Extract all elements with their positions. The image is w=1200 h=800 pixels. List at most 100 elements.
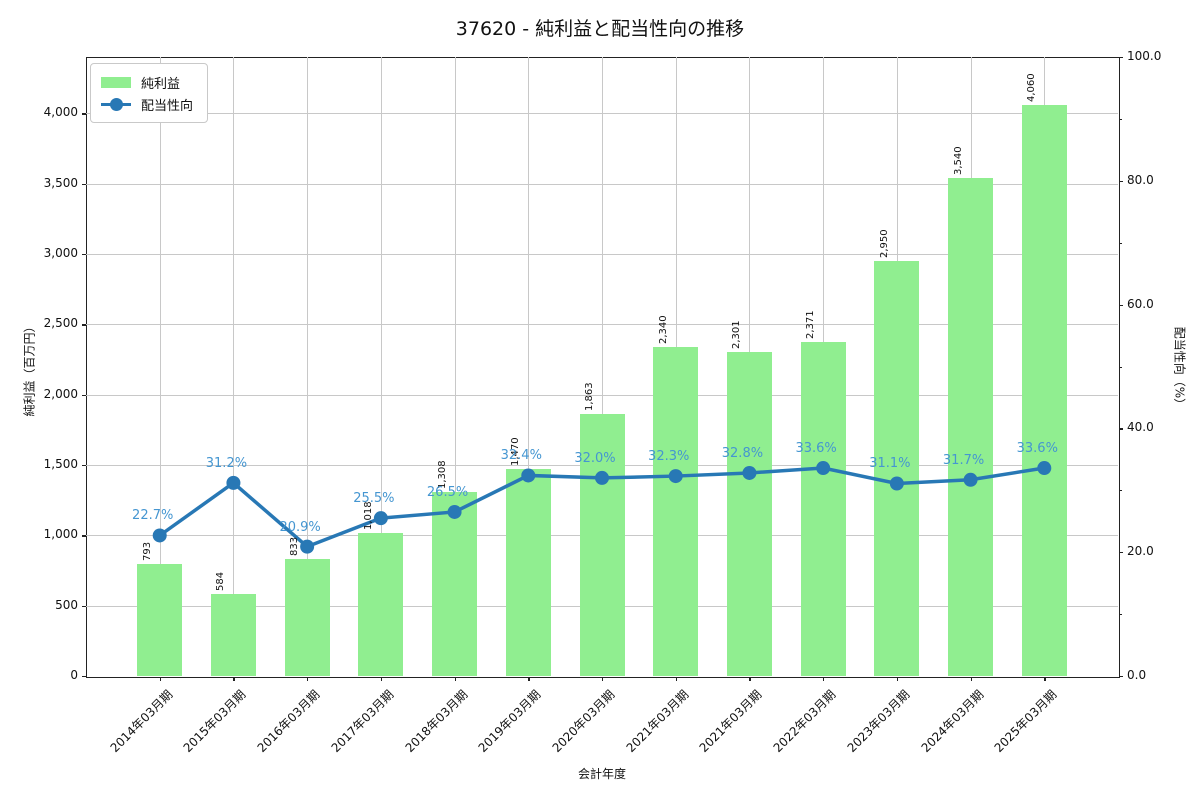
line-marker-swatch-icon — [101, 97, 131, 111]
payout-ratio-label: 22.7% — [132, 508, 174, 524]
left-tick-label: 2,500 — [43, 316, 78, 331]
right-tick — [1119, 57, 1123, 59]
bar-value-label: 2,950 — [878, 229, 890, 258]
x-tick — [528, 677, 530, 681]
legend-item-payout-ratio: 配当性向 — [101, 93, 193, 115]
left-tick — [82, 535, 86, 537]
left-tick-label: 1,000 — [43, 527, 78, 542]
payout-ratio-label: 33.6% — [1016, 441, 1058, 457]
payout-ratio-label: 31.1% — [869, 456, 911, 472]
payout-ratio-label: 33.6% — [795, 441, 837, 457]
net-income-bar — [800, 342, 846, 676]
x-tick — [675, 677, 677, 681]
x-tick — [233, 677, 235, 681]
left-axis-title: 純利益（百万円） — [22, 320, 37, 417]
payout-ratio-label: 31.2% — [205, 455, 248, 471]
net-income-bar — [653, 346, 699, 676]
bar-value-label: 584 — [215, 571, 227, 591]
right-tick-label: 0.0 — [1127, 668, 1147, 682]
left-tick — [82, 676, 86, 678]
left-tick-label: 0 — [70, 668, 78, 682]
left-tick — [82, 113, 86, 115]
left-tick-label: 3,000 — [43, 245, 78, 260]
left-tick — [82, 394, 86, 396]
bar-value-label: 2,340 — [657, 315, 669, 344]
payout-ratio-label: 32.8% — [721, 445, 764, 461]
right-tick — [1119, 304, 1123, 306]
payout-ratio-label: 31.7% — [942, 452, 985, 468]
legend-item-net-income: 純利益 — [101, 71, 193, 93]
right-tick-label: 60.0 — [1127, 296, 1154, 311]
v-gridline — [454, 57, 456, 676]
right-tick — [1119, 552, 1123, 554]
left-tick-label: 3,500 — [43, 175, 78, 190]
bar-value-label: 793 — [141, 542, 153, 562]
right-tick — [1119, 180, 1123, 183]
right-tick-label: 20.0 — [1127, 544, 1154, 559]
right-tick-label: 100.0 — [1127, 49, 1162, 63]
left-tick-label: 1,500 — [43, 456, 78, 471]
x-axis-title: 会計年度 — [577, 767, 626, 781]
left-tick-label: 2,000 — [43, 386, 78, 401]
left-tick — [82, 324, 86, 326]
bar-value-label: 2,371 — [805, 310, 817, 340]
x-tick — [749, 677, 751, 681]
net-income-bar — [358, 532, 404, 676]
x-tick — [307, 677, 309, 681]
net-income-bar — [505, 469, 551, 676]
v-gridline — [602, 57, 603, 676]
net-income-bar — [210, 593, 256, 676]
left-tick — [82, 605, 86, 607]
v-gridline — [159, 57, 161, 676]
v-gridline — [380, 57, 382, 676]
net-income-bar — [432, 491, 478, 676]
left-tick — [82, 183, 86, 185]
right-minor-tick — [1119, 490, 1122, 492]
v-gridline — [307, 57, 309, 676]
right-axis-title: 配当性向（%） — [1172, 326, 1187, 411]
payout-ratio-label: 20.9% — [279, 519, 321, 535]
v-gridline — [233, 57, 235, 676]
left-tick-label: 4,000 — [43, 105, 78, 120]
left-tick-label: 500 — [55, 597, 78, 612]
bar-value-label: 1,863 — [584, 382, 595, 411]
left-tick — [82, 253, 86, 256]
left-tick — [82, 464, 86, 467]
net-income-bar — [137, 564, 183, 676]
bar-swatch-icon — [101, 76, 131, 88]
payout-ratio-label: 32.4% — [500, 448, 542, 464]
right-minor-tick — [1119, 366, 1122, 368]
payout-ratio-label: 32.0% — [574, 450, 616, 466]
right-tick-label: 40.0 — [1127, 420, 1154, 435]
net-income-bar — [1021, 104, 1067, 676]
net-income-bar — [284, 558, 330, 676]
x-tick — [970, 677, 972, 681]
x-tick — [454, 677, 456, 681]
x-tick — [896, 677, 899, 681]
x-tick — [823, 677, 825, 681]
bar-value-label: 833 — [289, 536, 301, 556]
x-tick — [380, 677, 383, 681]
bar-value-label: 2,301 — [731, 320, 743, 350]
net-income-bar — [948, 177, 994, 676]
bar-value-label: 4,060 — [1026, 73, 1038, 102]
legend: 純利益 配当性向 — [90, 63, 209, 123]
payout-ratio-label: 26.5% — [426, 484, 469, 500]
right-minor-tick — [1119, 614, 1122, 616]
legend-line-label: 配当性向 — [141, 98, 194, 114]
right-minor-tick — [1119, 242, 1122, 244]
bar-value-label: 3,540 — [952, 146, 964, 175]
payout-ratio-label: 32.3% — [648, 449, 690, 465]
chart-title: 37620 - 純利益と配当性向の推移 — [455, 18, 745, 40]
x-tick — [1044, 677, 1046, 681]
legend-bar-label: 純利益 — [141, 76, 181, 92]
v-gridline — [528, 57, 530, 676]
right-tick-label: 80.0 — [1127, 172, 1154, 187]
right-tick — [1119, 676, 1123, 678]
x-tick — [602, 677, 604, 681]
payout-ratio-label: 25.5% — [353, 491, 395, 507]
right-minor-tick — [1119, 118, 1122, 120]
x-tick — [159, 677, 161, 681]
right-tick — [1119, 428, 1123, 430]
net-income-bar — [726, 352, 772, 676]
